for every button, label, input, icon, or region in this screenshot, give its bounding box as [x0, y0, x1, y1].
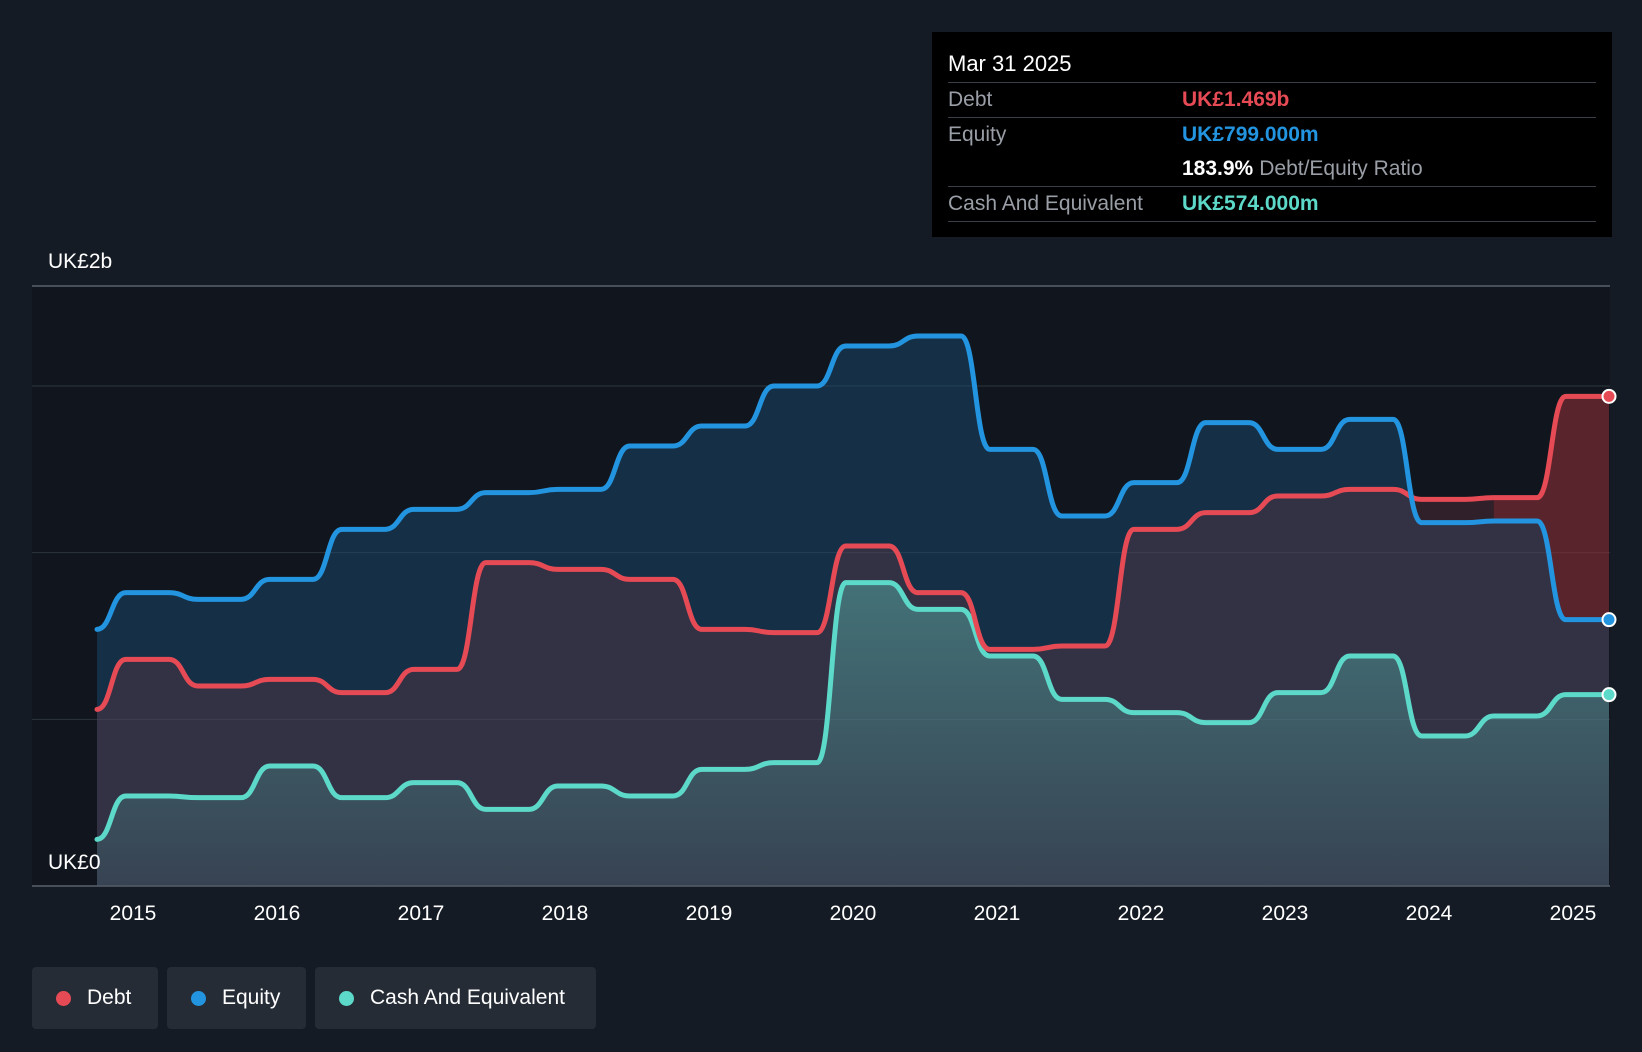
x-tick-label: 2025: [1550, 902, 1597, 925]
chart-legend: Debt Equity Cash And Equivalent: [32, 967, 596, 1029]
area-cash-and-equivalent: [97, 582, 1609, 886]
debt-dot-icon: [56, 990, 71, 1006]
tooltip-row-cash: Cash And Equivalent UK£574.000m: [948, 187, 1596, 222]
y-axis-top-label: UK£2b: [48, 250, 113, 273]
line-debt: [94, 393, 1612, 712]
legend-debt-label: Debt: [87, 986, 132, 1009]
x-tick-label: 2017: [398, 902, 445, 925]
tooltip-ratio-value: 183.9%: [1182, 157, 1254, 180]
legend-item-cash[interactable]: Cash And Equivalent: [315, 967, 596, 1029]
tooltip-row-debt: Debt UK£1.469b: [948, 83, 1596, 118]
cash-dot-icon: [339, 990, 354, 1006]
x-tick-label: 2015: [110, 902, 157, 925]
x-tick-label: 2021: [974, 902, 1021, 925]
equity-dot-icon: [191, 990, 206, 1006]
x-tick-label: 2023: [1262, 902, 1309, 925]
tooltip-cash-label: Cash And Equivalent: [948, 192, 1143, 215]
x-tick-label: 2022: [1118, 902, 1165, 925]
x-tick-label: 2024: [1406, 902, 1453, 925]
legend-item-equity[interactable]: Equity: [167, 967, 306, 1029]
legend-equity-label: Equity: [222, 986, 281, 1009]
endpoint-debt[interactable]: [1601, 388, 1617, 404]
tooltip-row-ratio: 183.9% Debt/Equity Ratio: [948, 152, 1596, 187]
x-tick-label: 2019: [686, 902, 733, 925]
line-equity: [94, 333, 1612, 632]
series-lines: [94, 333, 1612, 842]
series-areas: [97, 336, 1609, 886]
y-axis-bottom-label: UK£0: [48, 851, 101, 874]
legend-cash-label: Cash And Equivalent: [370, 986, 565, 1009]
tooltip-row-equity: Equity UK£799.000m: [948, 118, 1596, 152]
series-endpoints: [1601, 388, 1617, 703]
tooltip-cash-value: UK£574.000m: [1182, 192, 1319, 215]
data-tooltip: Mar 31 2025 Debt UK£1.469b Equity UK£799…: [932, 32, 1612, 237]
endpoint-equity[interactable]: [1601, 612, 1617, 628]
x-tick-label: 2020: [830, 902, 877, 925]
x-tick-label: 2016: [254, 902, 301, 925]
debt-exceeds-equity-area: [1493, 396, 1609, 620]
x-tick-label: 2018: [542, 902, 589, 925]
tooltip-equity-value: UK£799.000m: [1182, 123, 1319, 146]
legend-item-debt[interactable]: Debt: [32, 967, 158, 1029]
tooltip-equity-label: Equity: [948, 123, 1007, 146]
endpoint-cash-and-equivalent[interactable]: [1601, 687, 1617, 703]
tooltip-ratio-label: Debt/Equity Ratio: [1259, 157, 1423, 180]
tooltip-debt-value: UK£1.469b: [1182, 88, 1290, 111]
line-cash-and-equivalent: [94, 580, 1612, 842]
tooltip-debt-label: Debt: [948, 88, 993, 111]
tooltip-date: Mar 31 2025: [948, 32, 1596, 83]
x-axis-ticks: 2015 2016 2017 2018 2019 2020 2021 2022 2023 2024…: [110, 902, 1597, 925]
